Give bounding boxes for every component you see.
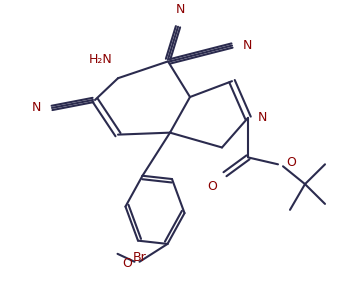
Text: N: N [243,39,252,52]
Text: N: N [32,101,41,114]
Text: N: N [258,111,267,124]
Text: N: N [175,3,185,16]
Text: Br: Br [133,251,147,264]
Text: O: O [286,156,296,169]
Text: H₂N: H₂N [89,53,113,66]
Text: O: O [123,257,133,270]
Text: O: O [207,180,217,193]
